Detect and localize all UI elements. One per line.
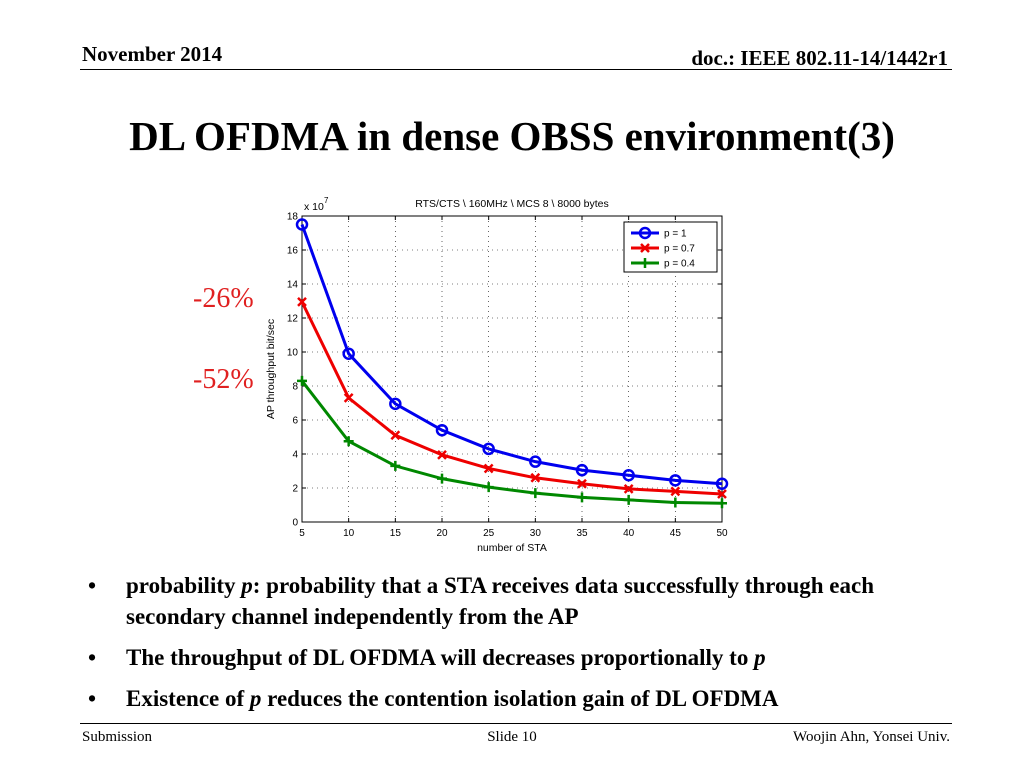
series-line (300, 301, 723, 496)
data-point (640, 243, 650, 253)
data-point (390, 430, 401, 441)
data-point (295, 218, 309, 231)
bullet-text-em: p (754, 645, 766, 670)
footer-author: Woojin Ahn, Yonsei Univ. (792, 729, 950, 745)
bullet-text-pre: probability (126, 573, 242, 598)
y-tick-label: 4 (292, 450, 298, 461)
data-point (638, 226, 652, 240)
series-line (300, 379, 723, 505)
data-point (437, 473, 447, 484)
data-point (482, 442, 495, 456)
x-tick-label: 40 (623, 528, 635, 539)
x-tick-label: 5 (299, 528, 305, 539)
chart-legend: p = 1 p = 0.7 p = 0.4 (623, 221, 718, 273)
slide-title: DL OFDMA in dense OBSS environment(3) (129, 113, 895, 159)
annotation-minus-52: -52% (193, 364, 254, 395)
series-line (300, 223, 723, 486)
bullet-text-em: p (249, 686, 262, 711)
bullet-text-post: : probability that a STA receives data s… (126, 573, 874, 629)
data-point (577, 492, 587, 503)
data-point (389, 397, 402, 411)
bullet-list: probability p: probability that a STA re… (88, 570, 938, 724)
y-tick-label: 16 (287, 246, 299, 257)
bullet-text-pre: Existence of (126, 686, 250, 711)
bullet-item: Existence of p reduces the contention is… (88, 683, 938, 714)
data-point (622, 469, 635, 482)
y-tick-label: 18 (287, 212, 299, 223)
legend-label: p = 0.4 (664, 259, 695, 270)
x-tick-label: 45 (670, 528, 682, 539)
x-tick-label: 20 (436, 528, 448, 539)
series (297, 296, 727, 499)
data-point (670, 497, 681, 508)
y-tick-label: 6 (292, 416, 298, 427)
data-point (715, 477, 729, 490)
chart-ticks: 5 10 15 20 25 30 35 40 45 50 0 2 4 6 8 10 12 14 16 18 (287, 212, 728, 540)
x-tick-label: 30 (530, 528, 542, 539)
data-point (577, 478, 587, 489)
x-axis-label: number of STA (477, 542, 547, 554)
y-tick-label: 0 (292, 518, 298, 529)
throughput-chart: 5 10 15 20 25 30 35 40 45 50 0 2 4 6 8 10 12 14 16 18 RTS/C… (265, 196, 729, 554)
data-point (530, 488, 541, 499)
data-point (670, 486, 681, 497)
data-point (343, 393, 354, 403)
bullet-text-em: p (241, 573, 253, 598)
data-point (717, 498, 727, 509)
footer-slide-number: Slide 10 (487, 729, 537, 745)
plot-frame (301, 215, 723, 523)
x-tick-label: 50 (716, 528, 728, 539)
chart-title: RTS/CTS \ 160MHz \ MCS 8 \ 8000 bytes (415, 198, 609, 210)
x-tick-label: 10 (343, 528, 355, 539)
data-point (529, 455, 542, 468)
x-tick-label: 15 (390, 528, 402, 539)
annotation-minus-26: -26% (193, 283, 254, 314)
legend-label: p = 1 (664, 229, 687, 240)
footer-divider (80, 723, 952, 724)
data-point (640, 258, 650, 268)
y-tick-label: 14 (287, 280, 299, 291)
y-tick-label: 8 (292, 382, 298, 393)
chart-series (295, 218, 729, 509)
data-point (297, 296, 307, 307)
data-point (390, 460, 401, 471)
data-point (530, 472, 541, 483)
bullet-item: The throughput of DL OFDMA will decrease… (88, 642, 938, 673)
x-tick-label: 25 (483, 528, 495, 539)
data-point (343, 436, 354, 447)
bullet-text-post: reduces the contention isolation gain of… (261, 686, 779, 711)
bullet-item: probability p: probability that a STA re… (88, 570, 938, 632)
data-point (623, 483, 634, 494)
data-point (297, 375, 307, 386)
header-doc-id: doc.: IEEE 802.11-14/1442r1 (691, 46, 948, 70)
y-tick-label: 10 (287, 348, 299, 359)
y-axis-label: AP throughput bit/sec (265, 319, 277, 419)
data-point (435, 423, 449, 437)
data-point (623, 494, 634, 505)
y-scale-factor: x 10 (304, 201, 324, 213)
y-tick-label: 12 (287, 314, 299, 325)
data-point (717, 489, 727, 499)
data-point (669, 474, 682, 487)
y-scale-exponent: 7 (324, 196, 329, 205)
data-point (483, 463, 494, 474)
footer-submission: Submission (82, 729, 153, 745)
header-date: November 2014 (82, 42, 223, 66)
data-point (342, 347, 355, 360)
data-point (437, 449, 447, 460)
series (297, 375, 727, 509)
legend-label: p = 0.7 (664, 244, 695, 255)
data-point (483, 482, 494, 493)
x-tick-label: 35 (576, 528, 588, 539)
bullet-text-pre: The throughput of DL OFDMA will decrease… (126, 645, 755, 670)
header-divider (80, 69, 952, 70)
data-point (575, 463, 589, 477)
y-tick-label: 2 (292, 484, 298, 495)
series (295, 218, 729, 490)
